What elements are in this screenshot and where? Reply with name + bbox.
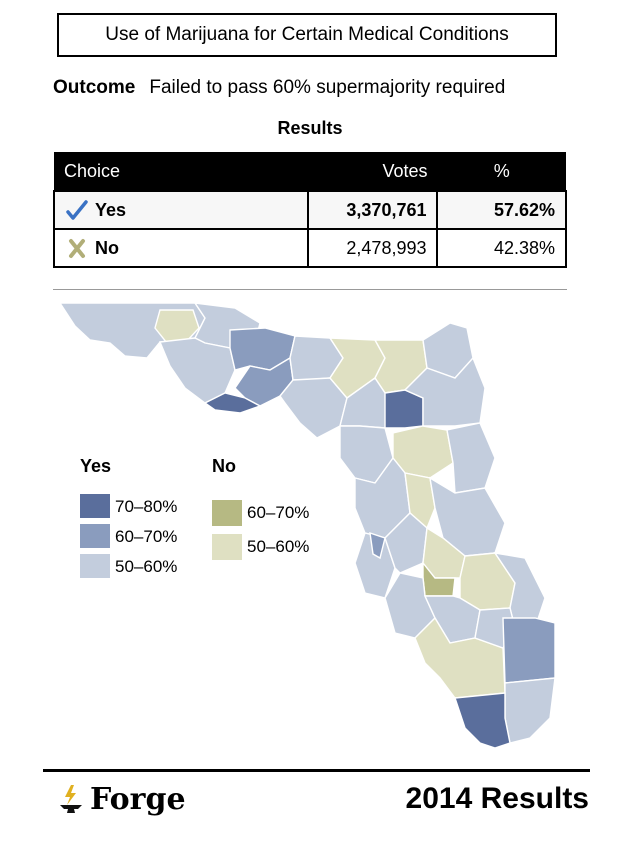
county-shape [504,677,556,744]
table-header-row: Choice Votes % [54,152,566,191]
percent-no: 42.38% [436,228,567,268]
footer-caption: 2014 Results [405,782,589,815]
percent-yes: 57.62% [436,190,567,230]
header-votes: Votes [308,152,438,191]
legend-yes-label-70-80: 70–80% [115,497,177,516]
votes-yes: 3,370,761 [307,190,439,230]
x-mark-icon [69,239,85,258]
brand-name: Forge [90,782,186,817]
results-heading: Results [277,118,343,138]
county-shape [446,422,496,494]
legend-no-swatch-60-70 [212,500,242,526]
county-shape [404,472,436,530]
brand-logo: Forge [58,782,186,817]
header-choice: Choice [54,152,309,191]
florida-county-map: Yes 70–80% 60–70% 50–60% No 60–70% 50–60… [58,302,556,749]
legend-no-title: No [212,456,236,476]
county-shape [502,617,556,684]
table-row-no: No 2,478,993 42.38% [52,228,567,268]
outcome-label: Outcome [53,77,136,98]
legend-yes-swatch-60-70 [80,524,110,548]
header-percent: % [437,152,566,191]
legend-no-swatch-50-60 [212,534,242,560]
legend-no-label-60-70: 60–70% [247,503,309,522]
choice-yes-label: Yes [95,199,127,220]
legend-yes-label-60-70: 60–70% [115,527,177,546]
county-shape [369,531,386,560]
county-shape [203,392,262,414]
legend-yes-title: Yes [80,456,111,476]
page-title: Use of Marijuana for Certain Medical Con… [57,13,557,57]
legend-yes-swatch-70-80 [80,494,110,518]
anvil-lightning-icon [60,784,82,813]
footer-rule [43,769,590,772]
outcome-text: Failed to pass 60% supermajority require… [149,77,506,98]
outcome-line: Outcome Failed to pass 60% supermajority … [53,77,505,99]
votes-no: 2,478,993 [307,228,439,268]
results-table: Choice Votes % Yes 3,370,761 57.62% [52,152,567,268]
legend-yes-swatch-50-60 [80,554,110,578]
county-shape [403,356,486,427]
legend-yes-label-50-60: 50–60% [115,557,177,576]
choice-no-label: No [95,237,119,258]
table-row-yes: Yes 3,370,761 57.62% [52,190,567,230]
legend-no-label-50-60: 50–60% [247,537,309,556]
divider [53,289,567,290]
county-shape [454,692,511,749]
checkmark-icon [66,200,88,220]
